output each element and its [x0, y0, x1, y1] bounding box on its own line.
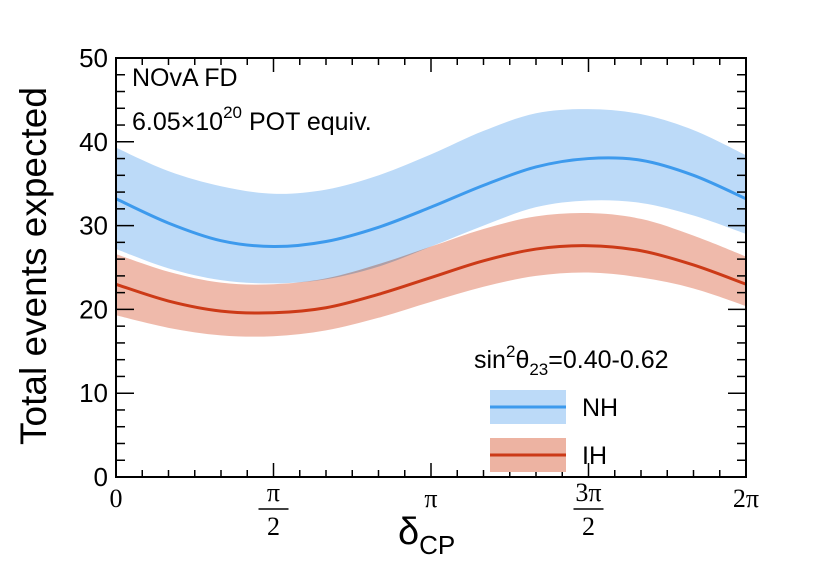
axis-ticks: [115, 57, 747, 478]
legend-title-sub: 23: [529, 360, 548, 379]
x-tick-label-denominator: 2: [582, 512, 595, 541]
legend-nh-label: NH: [582, 394, 618, 422]
x-tick-label-denominator: 2: [267, 512, 280, 541]
x-axis-title-symbol: δ: [398, 511, 419, 553]
x-tick-label: 2π: [733, 484, 759, 513]
legend-ih-label: IH: [582, 442, 607, 470]
line-ih: [115, 244, 747, 315]
line-nh: [115, 156, 747, 249]
band-ih: [116, 212, 746, 337]
y-axis-title: Total events expected: [13, 87, 54, 445]
x-tick-label-numerator: 3π: [575, 478, 601, 507]
exposure-rest: POT equiv.: [242, 108, 372, 136]
y-tick-label: 30: [79, 211, 108, 241]
central-lines: [115, 156, 747, 315]
legend: sin2θ23=0.40-0.62 NH IH: [474, 342, 669, 472]
y-tick-label: 40: [79, 127, 108, 157]
legend-title-theta: θ: [515, 346, 529, 374]
exposure-label: 6.05×1020 POT equiv.: [132, 103, 372, 136]
x-axis-title-subscript: CP: [419, 530, 455, 560]
exposure-exponent: 20: [223, 103, 242, 122]
x-tick-label: π: [424, 484, 437, 513]
legend-title-sup: 2: [506, 342, 515, 361]
legend-title: sin2θ23=0.40-0.62: [474, 342, 669, 379]
uncertainty-bands: [116, 109, 746, 337]
y-tick-label: 50: [79, 43, 108, 73]
band-nh: [116, 109, 746, 284]
y-tick-label: 0: [94, 462, 108, 492]
legend-title-rest: =0.40-0.62: [548, 346, 668, 374]
detector-label: NOvA FD: [132, 64, 238, 92]
x-tick-label: 0: [110, 484, 123, 513]
y-tick-label: 20: [79, 294, 108, 324]
y-tick-label: 10: [79, 378, 108, 408]
exposure-base: 6.05×10: [132, 108, 223, 136]
x-axis-title: δCP: [398, 511, 455, 560]
legend-title-sin: sin: [474, 346, 506, 374]
x-tick-label-numerator: π: [267, 478, 280, 507]
